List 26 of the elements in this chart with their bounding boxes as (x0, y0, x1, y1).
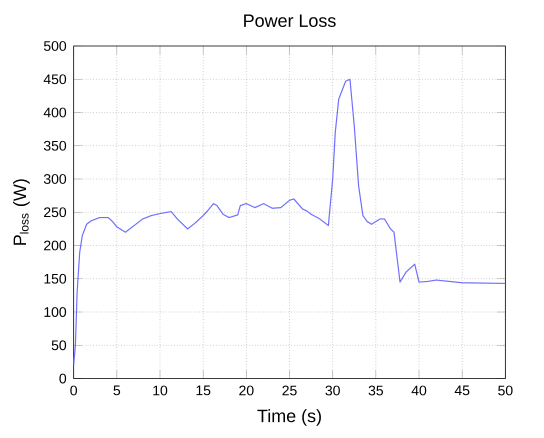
x-tick-label: 5 (114, 386, 120, 396)
y-tick-label: 500 (44, 41, 66, 51)
x-axis-title: Time (s) (257, 409, 321, 426)
y-axis-title: P$_{loss}$ (W) (13, 179, 30, 245)
x-tick-label: 20 (239, 386, 254, 396)
y-tick-label: 0 (59, 374, 66, 384)
x-tick-label: 15 (196, 386, 210, 396)
y-tick-label: 400 (44, 108, 66, 118)
x-tick-label: 40 (412, 386, 426, 396)
x-tick-label: 0 (70, 386, 78, 396)
x-tick-label: 35 (368, 386, 383, 396)
y-tick-label: 450 (44, 74, 66, 84)
x-tick-label: 30 (325, 386, 340, 396)
x-tick-label: 25 (282, 386, 297, 396)
y-tick-label: 250 (44, 207, 66, 218)
x-tick-label: 45 (454, 386, 470, 396)
y-tick-label: 50 (52, 340, 66, 350)
y-tick-label: 300 (44, 174, 66, 184)
y-tick-label: 200 (44, 240, 66, 250)
chart-title: Power Loss (244, 14, 336, 28)
x-tick-label: 50 (498, 386, 513, 396)
line-series (74, 78, 506, 366)
y-tick-label: 350 (44, 140, 66, 151)
x-tick-label: 10 (153, 386, 168, 396)
y-tick-label: 100 (44, 307, 66, 317)
y-tick-label: 150 (44, 274, 66, 284)
